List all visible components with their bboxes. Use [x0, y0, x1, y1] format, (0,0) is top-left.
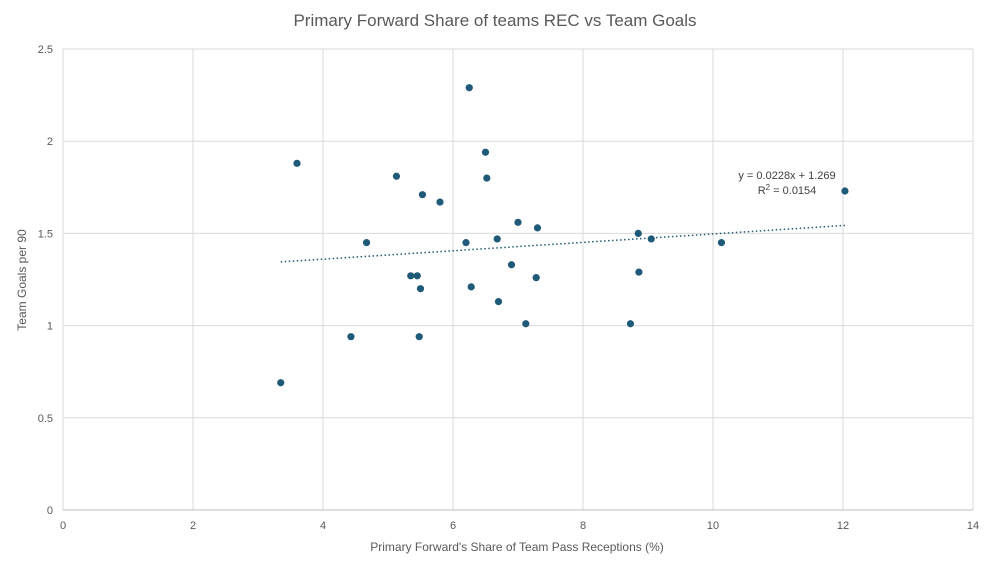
y-tick-label: 0.5 [38, 413, 53, 425]
scatter-point [635, 268, 643, 276]
tick-labels: 0 0.5 1 1.5 2 2.5 0 2 4 6 8 10 12 14 [38, 44, 979, 532]
chart-title: Primary Forward Share of teams REC vs Te… [293, 11, 696, 30]
x-tick-label: 8 [580, 520, 586, 532]
scatter-point [483, 174, 491, 182]
trendline-equation: y = 0.0228x + 1.269 [738, 170, 835, 182]
scatter-point [533, 224, 542, 232]
scatter-point [626, 320, 635, 328]
scatter-point [494, 298, 503, 306]
y-axis-label: Team Goals per 90 [15, 229, 29, 331]
x-axis-label: Primary Forward's Share of Team Pass Rec… [370, 540, 664, 554]
y-tick-label: 1.5 [38, 228, 53, 240]
scatter-point [514, 218, 522, 226]
x-tick-label: 4 [320, 520, 326, 532]
scatter-point [436, 198, 444, 206]
y-tick-label: 2 [47, 136, 53, 148]
scatter-point [462, 239, 470, 247]
scatter-point [465, 84, 473, 92]
scatter-point [413, 272, 421, 280]
trendline-r-squared: R2 = 0.0154 [758, 183, 817, 197]
scatter-point [532, 274, 540, 282]
r2-superscript: 2 [766, 183, 771, 192]
scatter-point [717, 239, 726, 247]
scatter-point [634, 229, 642, 237]
y-tick-label: 1 [47, 321, 53, 333]
x-tick-label: 2 [190, 520, 196, 532]
scatter-point [415, 333, 423, 341]
grid [62, 48, 974, 511]
scatter-point [277, 379, 285, 387]
scatter-point [362, 239, 371, 247]
scatter-point [416, 285, 425, 293]
scatter-point [467, 283, 475, 291]
scatter-point [647, 235, 655, 243]
scatter-point [507, 261, 516, 269]
x-tick-label: 10 [707, 520, 719, 532]
r2-prefix: R [758, 185, 766, 197]
y-tick-label: 2.5 [38, 44, 53, 56]
scatter-point [841, 187, 849, 195]
scatter-point [481, 148, 490, 156]
scatter-point [493, 235, 501, 243]
x-tick-label: 12 [837, 520, 849, 532]
r2-value: = 0.0154 [770, 185, 816, 197]
scatter-point [418, 191, 427, 199]
scatter-point [522, 320, 530, 328]
data-points [277, 84, 849, 387]
scatter-point [347, 333, 355, 341]
x-tick-label: 14 [967, 520, 979, 532]
scatter-point [392, 172, 401, 180]
y-tick-label: 0 [47, 505, 53, 517]
x-tick-label: 0 [60, 520, 66, 532]
x-tick-label: 6 [450, 520, 456, 532]
scatter-point [293, 159, 301, 167]
scatter-point [407, 272, 415, 280]
